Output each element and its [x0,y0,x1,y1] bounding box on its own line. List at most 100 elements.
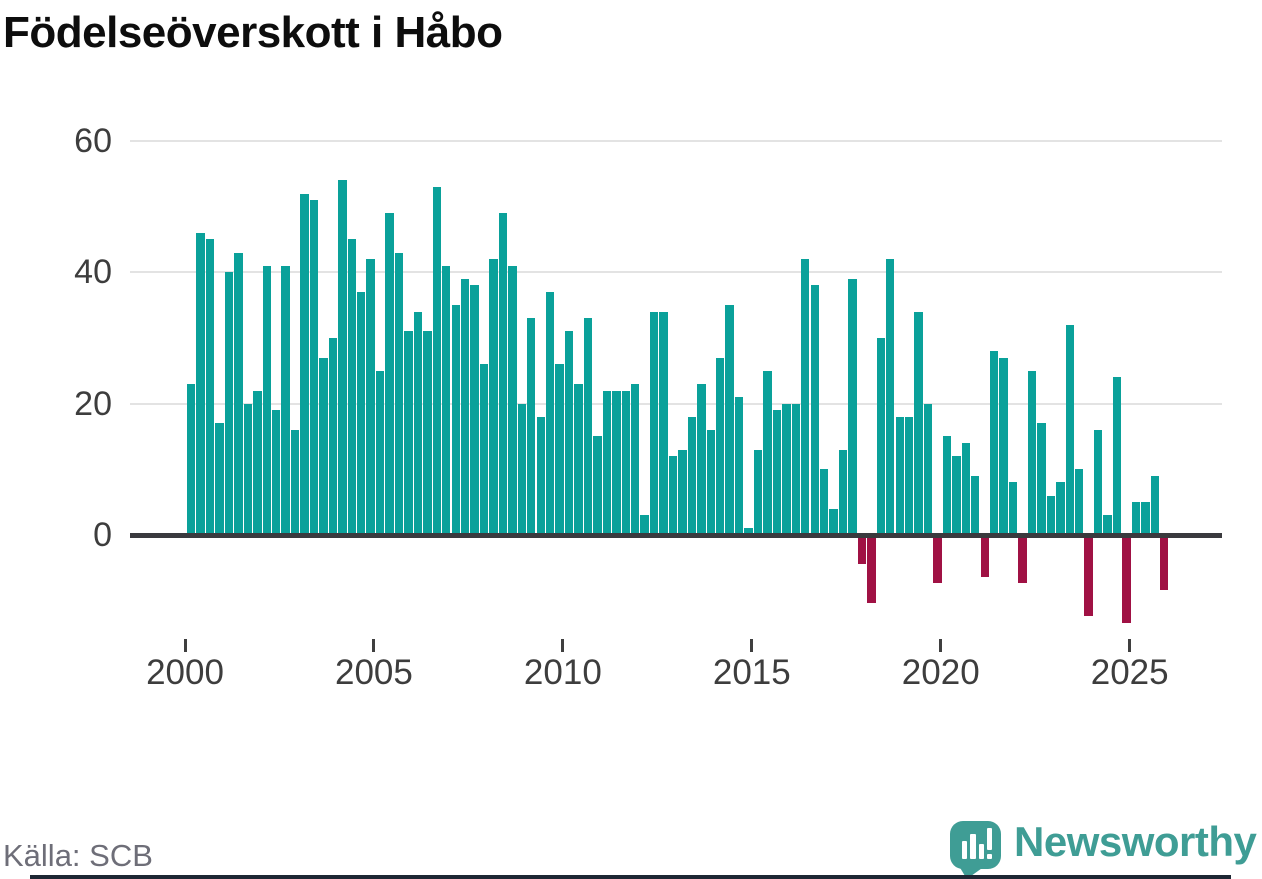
bar-2000-Q3 [205,239,215,535]
x-tick-label-2005: 2005 [334,653,413,692]
bar-2003-Q2 [309,200,319,535]
gridline-40 [130,271,1222,274]
bar-2002-Q3 [281,265,290,535]
source-note: Källa: SCB [3,838,153,873]
bar-2016-Q4 [819,469,829,535]
bar-2013-Q1 [678,449,687,535]
bar-2023-Q3 [1075,469,1084,535]
bar-2025-Q4 [1160,537,1169,591]
bar-2020-Q1 [942,436,952,535]
bar-2024-Q2 [1103,515,1112,535]
bar-2001-Q2 [234,252,243,535]
bar-2017-Q1 [829,508,838,535]
y-tick-label-20: 20 [74,384,112,423]
x-tick-label-2015: 2015 [712,653,791,692]
bar-2025-Q1 [1131,502,1141,535]
bar-2015-Q4 [782,403,791,535]
bar-2011-Q2 [612,390,621,535]
bar-2013-Q4 [706,429,715,535]
bar-2008-Q3 [508,265,517,535]
bar-2018-Q3 [886,259,895,535]
bar-2005-Q4 [404,331,413,535]
bar-2007-Q3 [470,285,479,535]
x-tick-label-2000: 2000 [146,653,224,692]
bar-2007-Q2 [460,278,470,535]
bar-2020-Q3 [961,443,971,535]
bar-2020-Q2 [952,456,961,535]
bar-2016-Q3 [810,285,819,535]
bar-2022-Q4 [1046,495,1056,535]
bar-2003-Q4 [328,337,338,535]
x-tick-label-2020: 2020 [901,653,980,692]
bar-2017-Q2 [838,449,848,535]
bar-2020-Q4 [971,475,980,535]
x-tick-2015 [750,639,754,652]
logo-bar-icon [962,841,967,859]
bar-2012-Q2 [649,311,659,535]
logo-bar-icon [970,834,976,859]
bar-2019-Q1 [904,416,914,535]
bar-2005-Q1 [375,370,385,535]
bar-2012-Q3 [659,311,668,535]
bar-2024-Q1 [1093,429,1103,535]
bar-2000-Q1 [187,383,196,535]
bar-2006-Q3 [432,186,441,535]
x-tick-2020 [939,639,943,652]
bar-2001-Q1 [224,272,234,535]
bar-2023-Q4 [1084,537,1093,617]
bar-2000-Q2 [196,232,205,535]
bar-2022-Q3 [1037,423,1046,535]
bar-2008-Q1 [489,259,498,535]
bar-2008-Q2 [498,213,508,535]
bar-2016-Q2 [801,259,810,535]
gridline-20 [130,402,1222,405]
bar-2010-Q1 [564,331,574,535]
bar-2021-Q1 [980,537,989,577]
bar-2009-Q3 [545,292,555,535]
bar-2005-Q2 [385,213,394,535]
bar-2014-Q1 [716,357,725,535]
bar-2018-Q2 [876,337,886,535]
bar-2002-Q4 [290,429,300,535]
newsworthy-logo-icon [950,821,1001,869]
x-tick-2010 [561,639,565,652]
bar-2019-Q3 [923,403,933,535]
bar-2003-Q3 [319,357,328,535]
bar-2007-Q4 [479,364,489,535]
bar-2005-Q3 [394,252,404,535]
y-tick-label-0: 0 [93,516,112,554]
bar-2021-Q4 [1008,482,1018,535]
bar-2014-Q3 [734,397,744,535]
bar-2004-Q1 [338,180,347,535]
bar-2006-Q2 [423,331,432,535]
bar-2015-Q2 [763,370,772,535]
bar-2015-Q1 [753,449,763,535]
bar-2011-Q1 [602,390,612,535]
bar-2010-Q2 [574,383,583,535]
bar-2004-Q4 [366,259,375,535]
bar-2023-Q1 [1056,482,1065,535]
bar-2025-Q3 [1150,475,1159,535]
bar-2011-Q3 [621,390,630,535]
bar-2006-Q1 [413,311,423,535]
bar-2009-Q2 [536,416,545,535]
bar-2006-Q4 [442,265,451,535]
logo-exclamation-dot-icon [987,854,992,859]
bar-2024-Q4 [1122,537,1131,623]
bar-2025-Q2 [1141,502,1150,535]
bar-2010-Q4 [593,436,602,535]
bar-2010-Q3 [583,318,593,535]
bar-2017-Q3 [848,278,857,535]
gridline-0 [130,532,1222,538]
bar-2013-Q3 [697,383,706,535]
bar-2003-Q1 [300,193,309,535]
bar-2021-Q3 [999,357,1008,535]
bar-2001-Q4 [253,390,262,535]
bar-2008-Q4 [517,403,527,535]
bar-2009-Q4 [555,364,564,535]
bar-2000-Q4 [215,423,224,535]
gridline-60 [130,139,1222,142]
bar-2019-Q4 [933,537,942,584]
logo-bar-icon [979,844,984,859]
